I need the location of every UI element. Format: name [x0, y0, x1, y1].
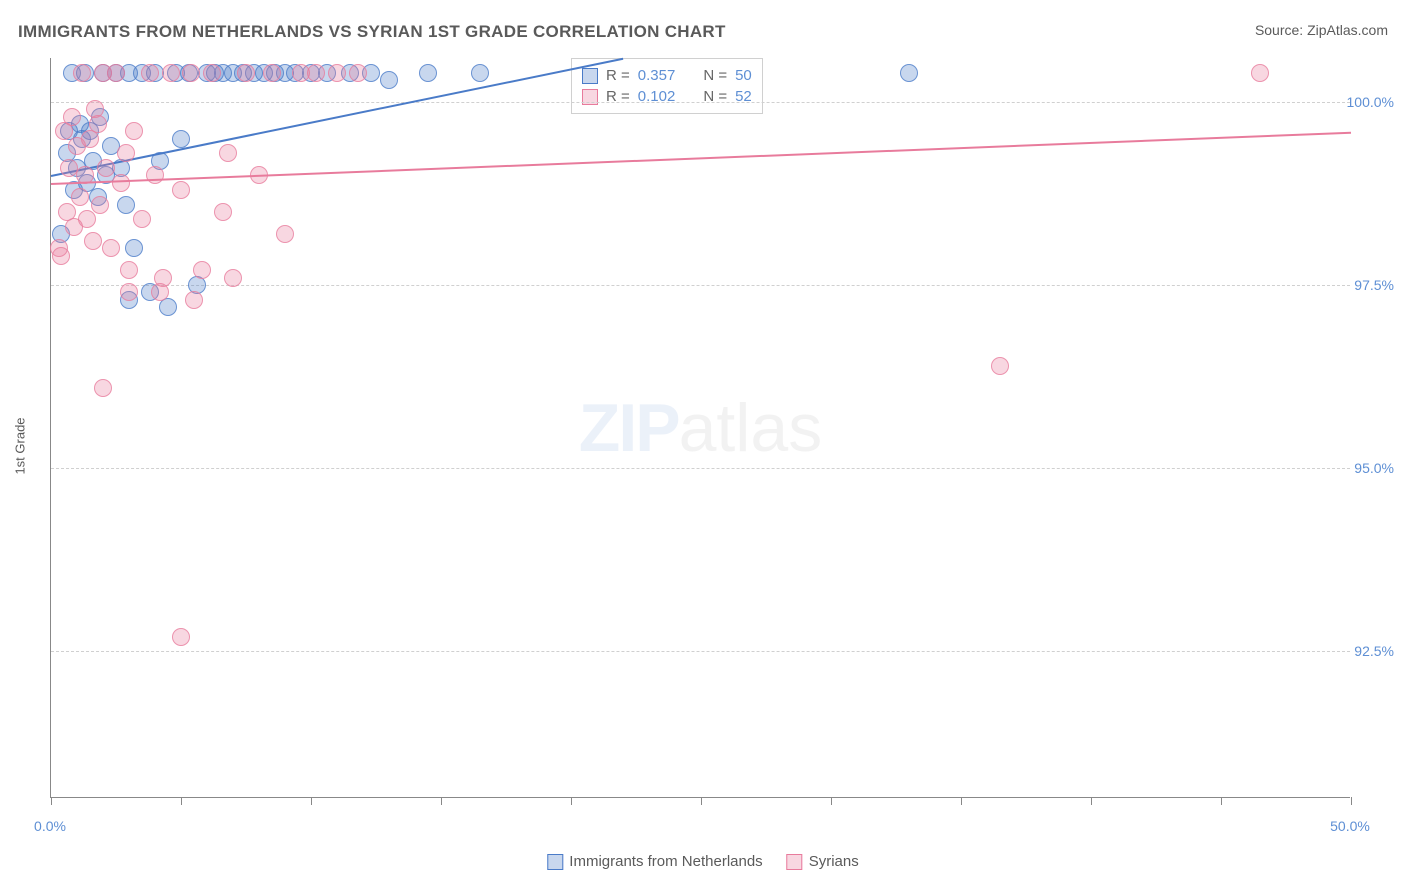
- regression-line: [51, 131, 1351, 184]
- scatter-point: [102, 239, 120, 257]
- scatter-point: [203, 64, 221, 82]
- gridline-horizontal: [51, 468, 1350, 469]
- scatter-point: [172, 130, 190, 148]
- legend-item-syrians: Syrians: [787, 853, 859, 870]
- scatter-point: [117, 196, 135, 214]
- watermark-zip: ZIP: [579, 390, 679, 466]
- gridline-horizontal: [51, 102, 1350, 103]
- scatter-point: [380, 71, 398, 89]
- scatter-point: [349, 64, 367, 82]
- scatter-point: [141, 64, 159, 82]
- scatter-point: [991, 357, 1009, 375]
- scatter-point: [471, 64, 489, 82]
- source-attribution: Source: ZipAtlas.com: [1255, 22, 1388, 38]
- scatter-point: [112, 174, 130, 192]
- n-value: 50: [735, 67, 752, 84]
- scatter-point: [419, 64, 437, 82]
- legend-label-syrians: Syrians: [809, 853, 859, 870]
- scatter-point: [900, 64, 918, 82]
- scatter-point: [125, 122, 143, 140]
- x-label-left: 0.0%: [34, 818, 66, 834]
- scatter-point: [146, 166, 164, 184]
- watermark: ZIPatlas: [579, 389, 822, 467]
- x-tick: [571, 797, 572, 805]
- x-tick: [311, 797, 312, 805]
- scatter-point: [193, 261, 211, 279]
- scatter-point: [172, 181, 190, 199]
- scatter-point: [63, 108, 81, 126]
- scatter-point: [91, 196, 109, 214]
- legend-label-netherlands: Immigrants from Netherlands: [569, 853, 762, 870]
- scatter-point: [120, 261, 138, 279]
- scatter-point: [263, 64, 281, 82]
- stats-legend: R = 0.357 N = 50 R =0.102N =52: [571, 58, 763, 114]
- y-tick-label: 100.0%: [1347, 94, 1394, 110]
- legend-swatch-netherlands: [547, 854, 563, 870]
- scatter-point: [71, 188, 89, 206]
- scatter-point: [237, 64, 255, 82]
- scatter-point: [73, 64, 91, 82]
- scatter-point: [214, 203, 232, 221]
- scatter-point: [133, 210, 151, 228]
- scatter-point: [162, 64, 180, 82]
- r-value: 0.357: [638, 67, 676, 84]
- scatter-point: [307, 64, 325, 82]
- x-tick: [1221, 797, 1222, 805]
- x-tick: [831, 797, 832, 805]
- legend-item-netherlands: Immigrants from Netherlands: [547, 853, 762, 870]
- scatter-point: [84, 232, 102, 250]
- chart-title: IMMIGRANTS FROM NETHERLANDS VS SYRIAN 1S…: [18, 22, 726, 42]
- legend-swatch: [582, 68, 598, 84]
- scatter-point: [125, 239, 143, 257]
- x-label-right: 50.0%: [1330, 818, 1370, 834]
- scatter-point: [172, 628, 190, 646]
- bottom-legend: Immigrants from Netherlands Syrians: [547, 853, 858, 870]
- scatter-point: [1251, 64, 1269, 82]
- scatter-point: [97, 159, 115, 177]
- y-tick-label: 97.5%: [1354, 277, 1394, 293]
- x-tick: [1091, 797, 1092, 805]
- y-axis-label: 1st Grade: [13, 417, 28, 474]
- x-tick: [181, 797, 182, 805]
- scatter-point: [50, 239, 68, 257]
- gridline-horizontal: [51, 285, 1350, 286]
- watermark-atlas: atlas: [679, 390, 823, 466]
- r-label: R =: [606, 67, 630, 84]
- scatter-point: [224, 269, 242, 287]
- y-tick-label: 92.5%: [1354, 643, 1394, 659]
- y-tick-label: 95.0%: [1354, 460, 1394, 476]
- x-tick: [441, 797, 442, 805]
- scatter-point: [120, 283, 138, 301]
- scatter-point: [78, 210, 96, 228]
- scatter-point: [219, 144, 237, 162]
- scatter-point: [86, 100, 104, 118]
- scatter-point: [185, 291, 203, 309]
- x-tick: [51, 797, 52, 805]
- scatter-point: [117, 144, 135, 162]
- plot-area: ZIPatlas R = 0.357 N = 50 R =0.102N =52: [50, 58, 1350, 798]
- stats-legend-row: R = 0.357 N = 50: [582, 65, 752, 86]
- scatter-point: [328, 64, 346, 82]
- legend-swatch-syrians: [787, 854, 803, 870]
- scatter-point: [107, 64, 125, 82]
- scatter-point: [151, 283, 169, 301]
- scatter-point: [182, 64, 200, 82]
- x-tick: [961, 797, 962, 805]
- gridline-horizontal: [51, 651, 1350, 652]
- scatter-point: [94, 379, 112, 397]
- n-label: N =: [703, 67, 727, 84]
- scatter-point: [276, 225, 294, 243]
- x-tick: [701, 797, 702, 805]
- stats-legend-row: R =0.102N =52: [582, 86, 752, 107]
- x-tick: [1351, 797, 1352, 805]
